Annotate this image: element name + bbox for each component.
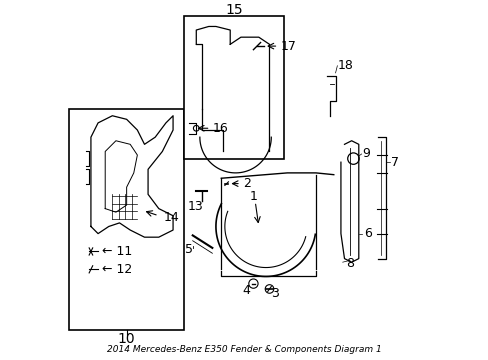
Text: 3: 3 [270,287,278,300]
Text: 10: 10 [118,332,135,346]
Text: ← 12: ← 12 [102,263,132,276]
Text: 16: 16 [212,122,227,135]
Text: 13: 13 [187,200,203,213]
Text: 6: 6 [364,227,371,240]
Text: 2014 Mercedes-Benz E350 Fender & Components Diagram 1: 2014 Mercedes-Benz E350 Fender & Compone… [107,345,381,354]
Text: 9: 9 [362,147,369,160]
Text: 8: 8 [345,257,353,270]
Text: 7: 7 [390,156,398,169]
Text: 4: 4 [242,284,250,297]
Bar [69,109,183,330]
Text: 2: 2 [242,177,250,190]
Text: 1: 1 [249,190,257,203]
Text: 5: 5 [185,243,193,256]
Text: ← 11: ← 11 [102,245,132,258]
Text: 17: 17 [280,40,296,53]
Bar [183,16,283,159]
Text: 15: 15 [224,3,242,17]
Text: 18: 18 [337,59,352,72]
Text: 14: 14 [164,211,180,224]
